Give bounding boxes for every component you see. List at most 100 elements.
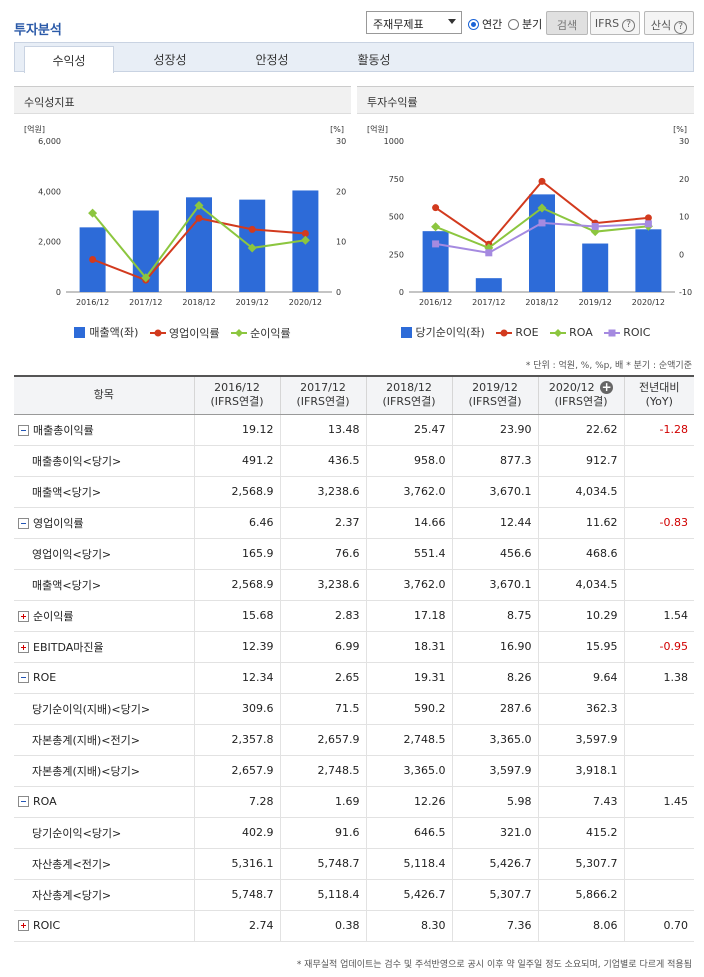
yoy-cell: [623, 569, 694, 601]
collapse-icon[interactable]: [18, 424, 29, 436]
point-marker: [195, 214, 203, 222]
expand-icon[interactable]: [18, 920, 29, 931]
value-cell: 5.98: [451, 786, 538, 818]
expand-icon[interactable]: [18, 641, 29, 653]
bar: [635, 229, 662, 292]
legend-item-operating-margin[interactable]: 영업이익률: [149, 325, 220, 341]
y2-tick-label: 10: [336, 238, 346, 247]
point-marker: [644, 220, 652, 228]
row-label-cell: 매출총이익률: [14, 414, 194, 446]
legend-label: ROIC: [623, 326, 651, 339]
value-cell: 877.3: [451, 445, 538, 477]
value-cell: 491.2: [193, 445, 280, 477]
value-cell: 5,748.7: [193, 879, 280, 911]
statement-type-select[interactable]: 주재무제표: [366, 11, 462, 34]
legend-label: 매출액(좌): [89, 326, 139, 339]
formula-help-button[interactable]: 산식?: [644, 11, 694, 35]
row-label-cell: 자산총계<전기>: [14, 848, 194, 880]
value-cell: 8.30: [365, 910, 452, 942]
x-tick-label: 2019/12: [579, 298, 612, 307]
legend-item-roic[interactable]: ROIC: [604, 326, 650, 339]
value-cell: 17.18: [365, 600, 452, 632]
row-label-cell: 순이익률: [14, 600, 194, 632]
radio-quarter[interactable]: 분기: [508, 16, 542, 32]
collapse-icon[interactable]: [18, 517, 29, 529]
column-header: 2018/12 (IFRS연결): [365, 375, 452, 415]
value-cell: 456.6: [451, 538, 538, 570]
value-cell: 13.48: [279, 414, 366, 446]
tab-profitability[interactable]: 수익성: [24, 46, 114, 73]
legend-item-net-margin[interactable]: 순이익률: [231, 325, 291, 341]
tab-growth[interactable]: 성장성: [153, 53, 187, 67]
legend-item-roa[interactable]: ROA: [550, 326, 593, 339]
point-marker: [432, 204, 440, 212]
collapse-icon[interactable]: [18, 796, 29, 807]
legend-item-sales[interactable]: 매출액(좌): [74, 324, 138, 340]
search-button[interactable]: 검색: [546, 11, 588, 35]
value-cell: 12.34: [193, 662, 280, 694]
row-label-cell: 자본총계(지배)<당기>: [14, 755, 194, 787]
value-cell: 2,748.5: [279, 755, 366, 787]
x-tick-label: 2019/12: [236, 298, 269, 307]
ifrs-help-button[interactable]: IFRS?: [590, 11, 640, 35]
table-row: ROA 7.28 1.69 12.26 5.98 7.43 1.45: [14, 786, 694, 818]
value-cell: 91.6: [279, 817, 366, 849]
value-cell: 9.64: [537, 662, 624, 694]
left-axis-unit: [억원]: [24, 124, 45, 134]
value-cell: 4,034.5: [537, 476, 624, 508]
value-cell: 2.65: [279, 662, 366, 694]
y2-tick-label: 10: [679, 213, 689, 222]
formula-button-label: 산식: [650, 19, 672, 32]
x-tick-label: 2020/12: [289, 298, 322, 307]
table-row: EBITDA마진율 12.39 6.99 18.31 16.90 15.95 -0.95: [14, 631, 694, 663]
radio-annual[interactable]: 연간: [468, 16, 502, 32]
value-cell: 19.31: [365, 662, 452, 694]
table-row: 당기순이익(지배)<당기> 309.6 71.5 590.2 287.6 362.3: [14, 693, 694, 725]
x-tick-label: 2020/12: [632, 298, 665, 307]
search-button-label: 검색: [556, 19, 578, 32]
bar: [422, 231, 449, 292]
value-cell: 402.9: [193, 817, 280, 849]
y2-tick-label: -10: [679, 288, 692, 297]
value-cell: 436.5: [279, 445, 366, 477]
tab-stability[interactable]: 안정성: [255, 53, 289, 67]
row-label[interactable]: EBITDA마진율: [33, 640, 104, 654]
expand-icon[interactable]: [18, 610, 29, 622]
value-cell: 6.46: [193, 507, 280, 539]
value-cell: 3,670.1: [451, 569, 538, 601]
legend-item-roe[interactable]: ROE: [496, 326, 539, 339]
row-label[interactable]: 순이익률: [33, 609, 74, 623]
row-label[interactable]: 영업이익률: [33, 516, 84, 530]
value-cell: 2,568.9: [193, 476, 280, 508]
point-marker: [431, 222, 441, 232]
row-label[interactable]: ROE: [33, 671, 57, 684]
tab-activity[interactable]: 활동성: [357, 53, 391, 67]
collapse-icon[interactable]: [18, 672, 29, 683]
add-column-icon[interactable]: +: [600, 380, 614, 395]
yoy-cell: 1.54: [623, 600, 694, 632]
value-cell: 14.66: [365, 507, 452, 539]
point-marker: [88, 208, 98, 218]
point-marker: [301, 230, 309, 238]
row-label[interactable]: 매출총이익률: [33, 423, 94, 437]
value-cell: 5,866.2: [537, 879, 624, 911]
table-row: 자본총계(지배)<전기> 2,357.8 2,657.9 2,748.5 3,365.0…: [14, 724, 694, 756]
row-label[interactable]: ROIC: [33, 919, 61, 932]
value-cell: 3,238.6: [279, 569, 366, 601]
x-tick-label: 2017/12: [129, 298, 162, 307]
value-cell: 4,034.5: [537, 569, 624, 601]
yoy-header: 전년대비 (YoY): [623, 375, 694, 415]
point-marker: [247, 243, 257, 253]
legend-item-net-income[interactable]: 당기순이익(좌): [400, 324, 485, 340]
yoy-cell: -0.95: [623, 631, 694, 663]
point-marker: [538, 177, 546, 185]
column-header: 2017/12 (IFRS연결): [279, 375, 366, 415]
row-label[interactable]: ROA: [33, 795, 57, 808]
value-cell: 321.0: [451, 817, 538, 849]
point-marker: [248, 225, 256, 233]
question-icon: ?: [674, 21, 688, 34]
value-cell: 5,307.7: [537, 848, 624, 880]
value-cell: 19.12: [193, 414, 280, 446]
radio-annual-label: 연간: [482, 18, 503, 31]
value-cell: 18.31: [365, 631, 452, 663]
